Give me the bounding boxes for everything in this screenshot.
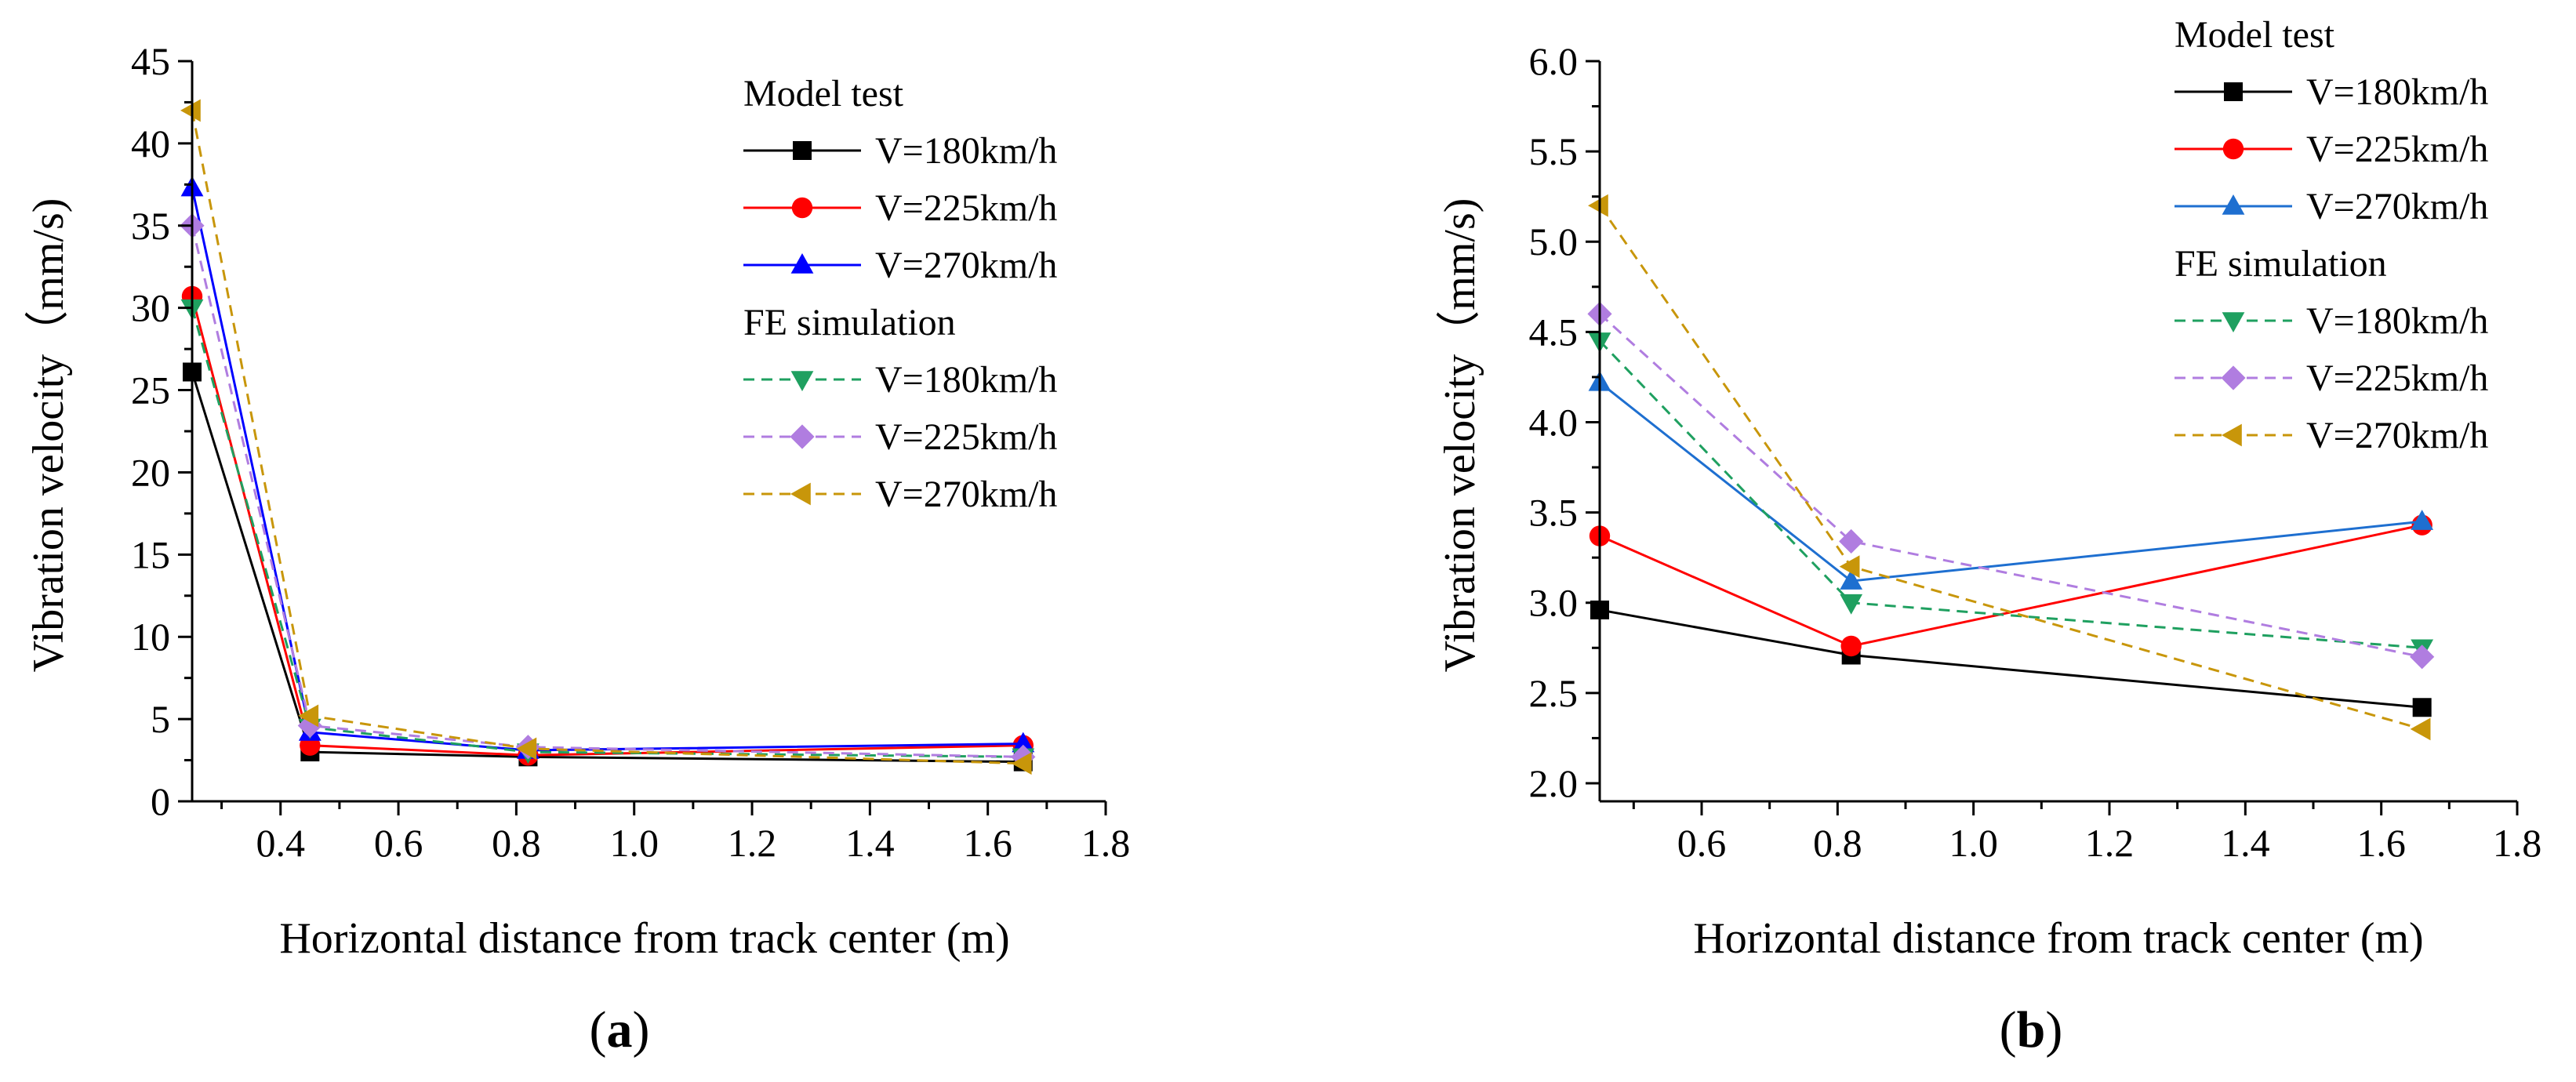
data-point: [180, 99, 201, 122]
legend-entry-label: V=225km/h: [875, 187, 1057, 229]
chart-panel-b: 0.6 0.8 1.0 1.2 1.4 1.6 1.8 2.0 2.5 3.0 3.5 4.0 4.5 5…: [1436, 14, 2541, 1058]
legend-entry-label: V=225km/h: [2306, 358, 2488, 399]
legend-entry-label: V=270km/h: [875, 245, 1057, 286]
x-tick-label: 0.6: [374, 821, 423, 865]
legend-entry-label: V=180km/h: [2306, 300, 2488, 342]
data-point: [1840, 569, 1863, 590]
y-tick-label: 5.5: [1529, 129, 1579, 173]
x-tick-label: 1.2: [728, 821, 777, 865]
x-axis-title-b: Horizontal distance from track center (m…: [1693, 914, 2423, 963]
data-point: [1012, 732, 1035, 753]
x-tick-label: 0.8: [1813, 821, 1862, 865]
data-point: [1840, 635, 1862, 657]
data-point: [2412, 698, 2432, 717]
legend-marker: [790, 253, 814, 274]
data-point: [2410, 644, 2435, 670]
series-line-fe-270: [191, 110, 1023, 765]
data-point: [516, 737, 537, 761]
y-tick-label: 30: [131, 286, 170, 330]
x-tick-label: 1.4: [845, 821, 895, 865]
legend-marker: [2222, 194, 2245, 215]
y-tick-label: 2.0: [1529, 761, 1579, 805]
legend-marker: [790, 482, 811, 506]
y-tick-label: 15: [131, 532, 170, 576]
data-point: [1011, 752, 1032, 775]
legend-marker: [2222, 423, 2242, 447]
legend-group-title: Model test: [2175, 14, 2335, 56]
legend-entry-label: V=270km/h: [2306, 415, 2488, 456]
legend-marker: [793, 141, 812, 160]
data-point: [298, 704, 319, 728]
series-line-fe-180: [191, 307, 1023, 758]
legend-group-title: Model test: [743, 73, 904, 114]
x-tick-label: 1.8: [1081, 821, 1131, 865]
legend-entry-label: V=225km/h: [875, 416, 1057, 458]
y-axis-title-b: Vibration velocity（mm/s): [1436, 198, 1484, 673]
x-tick-label: 1.0: [1949, 821, 1998, 865]
panel-label-a: (a): [590, 1001, 650, 1058]
y-tick-label: 40: [131, 122, 170, 165]
legend-marker: [2224, 82, 2243, 101]
data-point: [2411, 510, 2434, 530]
y-tick-label: 5: [151, 697, 170, 741]
y-tick-label: 0: [151, 779, 170, 823]
data-point: [1840, 594, 1863, 615]
legend-entry-label: V=225km/h: [2306, 129, 2488, 170]
data-point: [297, 713, 322, 739]
x-tick-label: 0.6: [1677, 821, 1727, 865]
y-tick-label: 5.0: [1529, 220, 1579, 263]
data-point: [1588, 194, 1608, 217]
series-line-fe-225: [191, 225, 1023, 758]
legend-entry-label: V=180km/h: [875, 359, 1057, 401]
data-point: [1839, 555, 1860, 579]
legend-entry-label: V=270km/h: [2306, 186, 2488, 227]
x-tick-label: 0.8: [492, 821, 541, 865]
series-line-test-270: [191, 187, 1023, 752]
chart-panel-a: 0.4 0.6 0.8 1.0 1.2 1.4 1.6 1.8 0 5 10 15 20 25 30 35 40…: [24, 39, 1130, 1058]
y-tick-label: 4.5: [1529, 310, 1579, 354]
x-tick-label: 1.2: [2085, 821, 2135, 865]
legend-group-title: FE simulation: [2175, 243, 2387, 285]
legend-marker: [790, 424, 815, 449]
x-tick-label: 0.4: [256, 821, 305, 865]
legend-marker: [2222, 312, 2245, 332]
y-tick-label: 35: [131, 204, 170, 248]
legend-entry-label: V=270km/h: [875, 474, 1057, 515]
series-line-fe-225: [1598, 313, 2422, 659]
data-point: [1011, 744, 1036, 769]
y-axis-title-a: Vibration velocity（mm/s): [24, 198, 73, 673]
data-point: [2410, 717, 2431, 741]
x-tick-label: 1.0: [609, 821, 659, 865]
legend-entry-label: V=180km/h: [875, 130, 1057, 172]
panel-label-b: (b): [2000, 1001, 2063, 1058]
y-tick-label: 6.0: [1529, 39, 1579, 83]
y-tick-label: 10: [131, 615, 170, 659]
y-tick-label: 20: [131, 450, 170, 494]
x-axis-title-a: Horizontal distance from track center (m…: [279, 914, 1009, 963]
legend-marker: [791, 197, 813, 219]
y-tick-label: 25: [131, 369, 170, 412]
y-tick-label: 4.0: [1529, 400, 1579, 444]
legend-marker: [2221, 365, 2246, 390]
x-tick-label: 1.8: [2493, 821, 2542, 865]
x-tick-label: 1.6: [2356, 821, 2406, 865]
legend-marker: [2222, 138, 2244, 160]
series-line-test-180: [191, 372, 1023, 764]
y-tick-label: 2.5: [1529, 671, 1579, 715]
legend-marker: [790, 371, 814, 391]
data-point: [1839, 528, 1864, 554]
y-tick-label: 3.0: [1529, 581, 1579, 625]
x-tick-label: 1.6: [963, 821, 1012, 865]
legend-entry-label: V=180km/h: [2306, 71, 2488, 113]
legend-group-title: FE simulation: [743, 302, 956, 343]
x-tick-label: 1.4: [2221, 821, 2270, 865]
y-tick-label: 3.5: [1529, 491, 1579, 535]
y-tick-label: 45: [131, 39, 170, 83]
